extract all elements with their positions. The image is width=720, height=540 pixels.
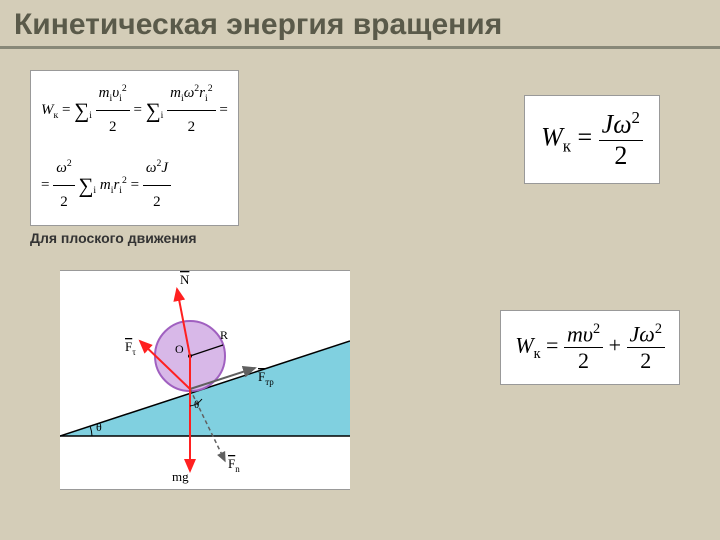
incline-diagram: N Fτ Fтр Fn O R mg θ θ — [60, 270, 350, 490]
formula-derivation: Wк = ∑i miυi2 2 = ∑i miω2ri2 2 = = ω2 2 … — [30, 70, 239, 226]
label-R: R — [220, 328, 228, 342]
diagram-svg: N Fτ Fтр Fn O R mg θ θ — [60, 271, 350, 491]
label-theta2: θ — [194, 399, 199, 411]
label-N: N — [180, 272, 190, 287]
label-Ft: Fτ — [125, 339, 136, 357]
subtitle-planar: Для плоского движения — [30, 230, 197, 246]
page-title: Кинетическая энергия вращения — [0, 0, 720, 49]
label-O: O — [175, 342, 184, 356]
formula-planar: Wк = mυ2 2 + Jω2 2 — [500, 310, 680, 385]
formula-main: Wк = Jω2 2 — [524, 95, 660, 184]
label-Fn: Fn — [228, 456, 240, 474]
label-theta1: θ — [96, 420, 102, 434]
label-mg: mg — [172, 469, 189, 484]
